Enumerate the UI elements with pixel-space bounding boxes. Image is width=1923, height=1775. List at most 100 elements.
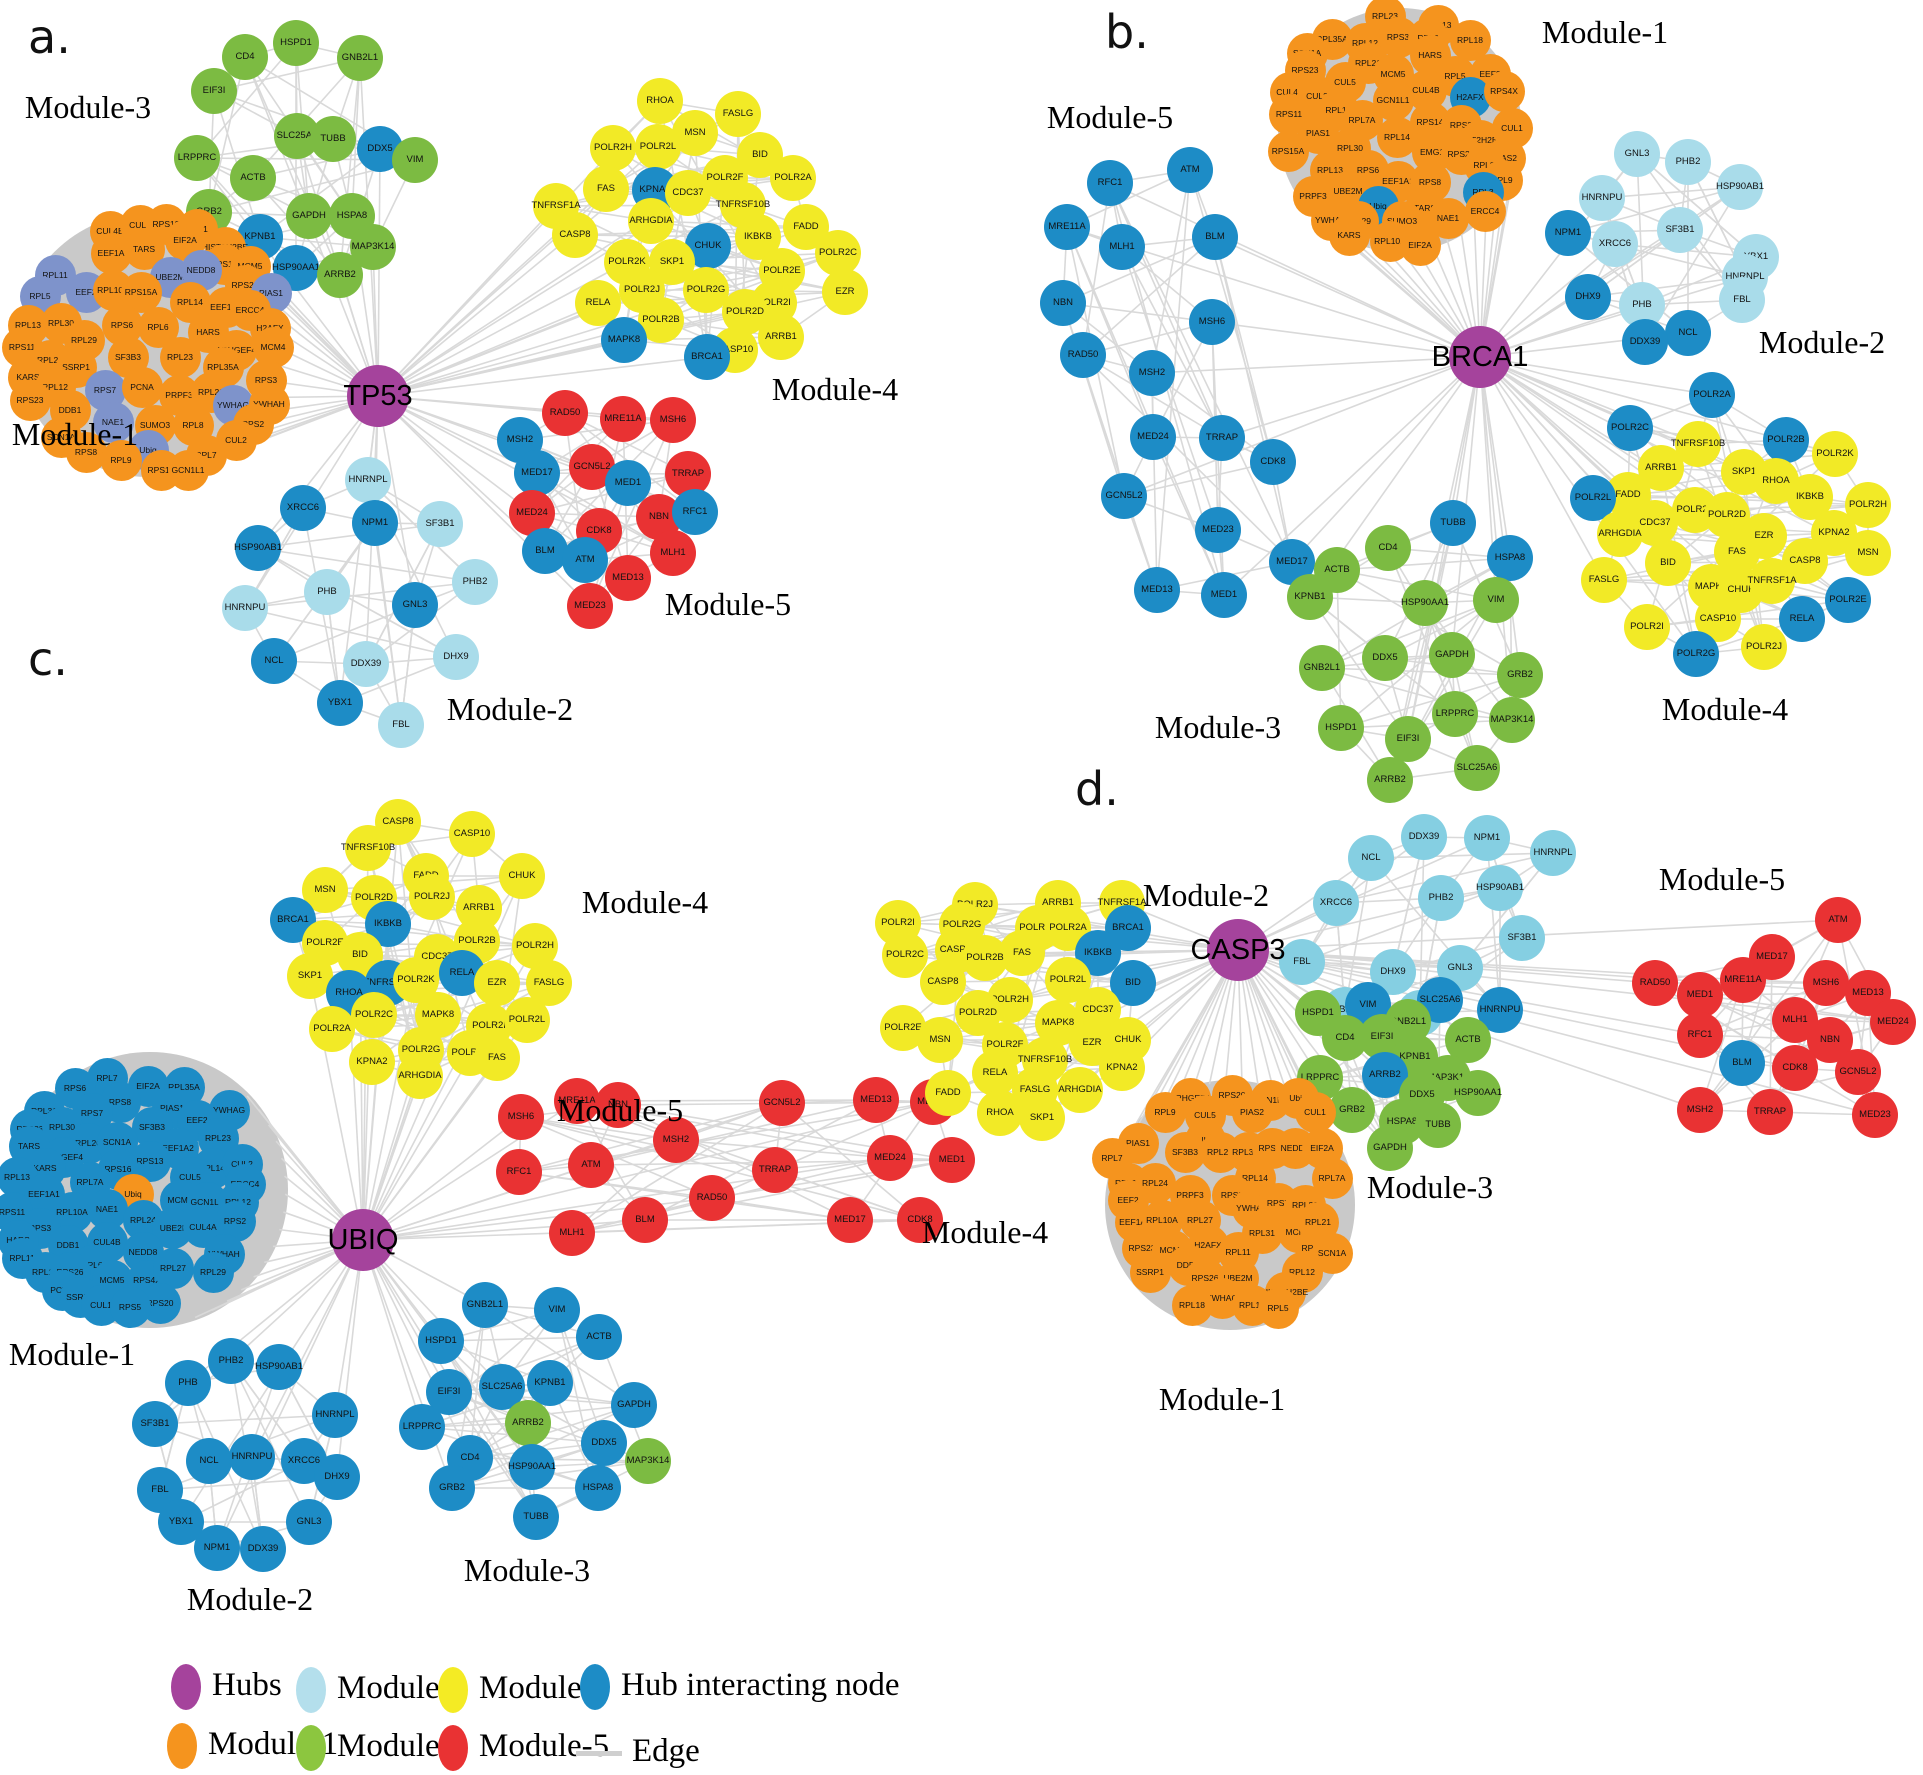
node-d-DDX39[interactable]: DDX39 (1401, 814, 1447, 860)
node-a-MRE11A[interactable]: MRE11A (600, 396, 646, 442)
node-b-DDX5[interactable]: DDX5 (1362, 635, 1408, 681)
node-a-XRCC6[interactable]: XRCC6 (280, 485, 326, 531)
node-b-MLH1[interactable]: MLH1 (1099, 224, 1145, 270)
node-c-ACTB[interactable]: ACTB (576, 1314, 622, 1360)
node-a-FASLG[interactable]: FASLG (715, 91, 761, 137)
node-c-BLM[interactable]: BLM (622, 1197, 668, 1243)
node-c-RAD50[interactable]: RAD50 (689, 1175, 735, 1221)
node-d-HSP90AB1[interactable]: HSP90AB1 (1476, 865, 1524, 911)
node-b-CD4[interactable]: CD4 (1365, 525, 1411, 571)
node-b-RPS4X[interactable]: RPS4X (1483, 70, 1525, 112)
node-a-FAS[interactable]: FAS (583, 166, 629, 212)
node-d-GCN5L2[interactable]: GCN5L2 (1835, 1049, 1881, 1095)
node-a-PCNA[interactable]: PCNA (121, 366, 163, 408)
node-d-TRRAP[interactable]: TRRAP (1747, 1089, 1793, 1135)
node-b-RPL14[interactable]: RPL14 (1376, 116, 1418, 158)
node-a-MED13[interactable]: MED13 (605, 555, 651, 601)
node-c-ARHGDIA[interactable]: ARHGDIA (397, 1053, 443, 1099)
node-c-SF3B1[interactable]: SF3B1 (132, 1401, 178, 1447)
node-c-CHUK[interactable]: CHUK (499, 853, 545, 899)
node-b-GNL3[interactable]: GNL3 (1614, 131, 1660, 177)
node-c-TUBB[interactable]: TUBB (513, 1494, 559, 1540)
node-c-MED1[interactable]: MED1 (929, 1137, 975, 1183)
node-a-CASP8[interactable]: CASP8 (552, 212, 598, 258)
node-b-MED13[interactable]: MED13 (1134, 567, 1180, 613)
node-c-GCN5L2[interactable]: GCN5L2 (759, 1080, 805, 1126)
node-a-DHX9[interactable]: DHX9 (433, 634, 479, 680)
node-a-MAPK8[interactable]: MAPK8 (601, 317, 647, 363)
node-b-RPL18[interactable]: RPL18 (1449, 19, 1491, 61)
node-b-ERCC4[interactable]: ERCC4 (1464, 190, 1506, 232)
node-d-BLM[interactable]: BLM (1719, 1040, 1765, 1086)
node-d-CUL1[interactable]: CUL1 (1294, 1091, 1336, 1133)
node-a-RPL23[interactable]: RPL23 (159, 336, 201, 378)
node-c-NBN[interactable]: NBN (595, 1082, 641, 1128)
node-b-KPNB1[interactable]: KPNB1 (1287, 574, 1333, 620)
node-b-GNB2L1[interactable]: GNB2L1 (1299, 645, 1345, 691)
node-b-HSP90AA1[interactable]: HSP90AA1 (1401, 580, 1449, 626)
node-c-RFC1[interactable]: RFC1 (496, 1149, 542, 1195)
node-a-NCL[interactable]: NCL (251, 638, 297, 684)
node-c-MSH2[interactable]: MSH2 (653, 1117, 699, 1163)
node-d-RPL5[interactable]: RPL5 (1257, 1287, 1299, 1329)
node-b-TUBB[interactable]: TUBB (1430, 500, 1476, 546)
node-b-NBN[interactable]: NBN (1040, 280, 1086, 326)
node-d-MSH6[interactable]: MSH6 (1803, 960, 1849, 1006)
node-c-PHB2[interactable]: PHB2 (208, 1338, 254, 1384)
node-d-CD4[interactable]: CD4 (1322, 1015, 1368, 1061)
node-b-HSPA8[interactable]: HSPA8 (1487, 535, 1533, 581)
node-c-MED24[interactable]: MED24 (867, 1135, 913, 1181)
node-b-GAPDH[interactable]: GAPDH (1429, 632, 1475, 678)
node-b-POLR2G[interactable]: POLR2G (1673, 631, 1719, 677)
node-d-NPM1[interactable]: NPM1 (1464, 815, 1510, 861)
node-c-PHB[interactable]: PHB (165, 1360, 211, 1406)
node-d-RPL9[interactable]: RPL9 (1144, 1091, 1186, 1133)
node-b-NCL[interactable]: NCL (1665, 310, 1711, 356)
node-d-POLR2C[interactable]: POLR2C (882, 932, 928, 978)
node-c-HNRNPL[interactable]: HNRNPL (312, 1392, 358, 1438)
node-b-POLR2E[interactable]: POLR2E (1825, 577, 1871, 623)
node-d-FBL[interactable]: FBL (1279, 939, 1325, 985)
node-b-POLR2A[interactable]: POLR2A (1689, 372, 1735, 418)
node-a-MLH1[interactable]: MLH1 (650, 530, 696, 576)
node-c-GNB2L1[interactable]: GNB2L1 (462, 1282, 508, 1328)
node-a-SF3B1[interactable]: SF3B1 (417, 501, 463, 547)
node-b-ARRB2[interactable]: ARRB2 (1367, 757, 1413, 803)
node-b-GCN5L2[interactable]: GCN5L2 (1101, 473, 1147, 519)
node-a-CDC37[interactable]: CDC37 (665, 170, 711, 216)
node-b-POLR2J[interactable]: POLR2J (1741, 624, 1787, 670)
node-d-XRCC6[interactable]: XRCC6 (1313, 880, 1359, 926)
node-a-FBL[interactable]: FBL (378, 702, 424, 748)
node-c-CDK8[interactable]: CDK8 (897, 1197, 943, 1243)
node-d-POLR2B[interactable]: POLR2B (962, 935, 1008, 981)
node-a-EEF1A[interactable]: EEF1A (90, 232, 132, 274)
node-c-MLH1[interactable]: MLH1 (549, 1210, 595, 1256)
node-c-DDX5[interactable]: DDX5 (581, 1420, 627, 1466)
node-c-MED17[interactable]: MED17 (827, 1197, 873, 1243)
node-c-HSPA8[interactable]: HSPA8 (575, 1465, 621, 1511)
node-b-DHX9[interactable]: DHX9 (1565, 274, 1611, 320)
node-a-CD4[interactable]: CD4 (222, 34, 268, 80)
node-a-HSPD1[interactable]: HSPD1 (273, 20, 319, 66)
node-b-POLR2K[interactable]: POLR2K (1812, 431, 1858, 477)
node-d-HSP90AA1[interactable]: HSP90AA1 (1454, 1070, 1502, 1116)
node-c-KPNA2[interactable]: KPNA2 (349, 1039, 395, 1085)
node-a-MSH6[interactable]: MSH6 (650, 397, 696, 443)
node-c-NPM1[interactable]: NPM1 (194, 1525, 240, 1571)
node-b-LRPPRC[interactable]: LRPPRC (1432, 691, 1478, 737)
node-c-FAS[interactable]: FAS (474, 1035, 520, 1081)
node-b-EIF2A[interactable]: EIF2A (1399, 224, 1441, 266)
node-d-FADD[interactable]: FADD (925, 1070, 971, 1116)
node-b-POLR2C[interactable]: POLR2C (1607, 405, 1653, 451)
hub-TP53[interactable]: TP53 (343, 365, 413, 427)
node-a-HSP90AB1[interactable]: HSP90AB1 (234, 525, 282, 571)
node-d-CASP8[interactable]: CASP8 (920, 959, 966, 1005)
node-a-BRCA1[interactable]: BRCA1 (684, 334, 730, 380)
node-c-VIM[interactable]: VIM (534, 1287, 580, 1333)
node-a-RPS8[interactable]: RPS8 (65, 431, 107, 473)
node-c-KPNB1[interactable]: KPNB1 (527, 1360, 573, 1406)
node-b-RELA[interactable]: RELA (1779, 596, 1825, 642)
node-c-DHX9[interactable]: DHX9 (314, 1454, 360, 1500)
node-d-GRB2[interactable]: GRB2 (1329, 1087, 1375, 1133)
node-b-RPS15A[interactable]: RPS15A (1267, 130, 1309, 172)
